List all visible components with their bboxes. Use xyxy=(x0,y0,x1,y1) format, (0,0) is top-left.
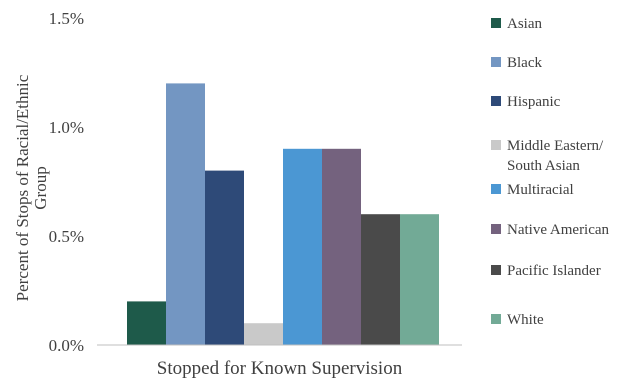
bar-hispanic xyxy=(205,170,244,345)
legend-label: Black xyxy=(507,55,542,71)
bar-middle-eastern-south-asian xyxy=(244,323,283,345)
legend-item: Multiracial xyxy=(491,182,574,198)
bar-white xyxy=(400,214,439,345)
legend-item: Middle Eastern/South Asian xyxy=(491,138,604,174)
legend-item: Native American xyxy=(491,222,610,238)
legend-swatch xyxy=(491,224,501,234)
legend-label-line: Asian xyxy=(507,16,542,32)
legend-label-line: White xyxy=(507,312,544,328)
legend-label: Pacific Islander xyxy=(507,263,601,279)
x-axis-title: Stopped for Known Supervision xyxy=(157,358,403,379)
legend-label-line: South Asian xyxy=(507,158,580,174)
y-axis-title-text: Percent of Stops of Racial/EthnicGroup xyxy=(13,74,50,301)
y-axis-title-line: Group xyxy=(31,166,50,209)
bar-black xyxy=(166,83,205,346)
legend-item: Black xyxy=(491,55,542,71)
y-axis-ticks: 0.0% 0.5% 1.0% 1.5% xyxy=(49,9,84,355)
legend-label-line: Pacific Islander xyxy=(507,263,601,279)
legend-swatch xyxy=(491,184,501,194)
legend-swatch xyxy=(491,140,501,150)
legend-swatch xyxy=(491,265,501,275)
legend-item: Hispanic xyxy=(491,94,561,110)
bar-native-american xyxy=(322,148,361,345)
legend: Asian Black Hispanic Middle Eastern/South A… xyxy=(491,16,610,328)
legend-swatch xyxy=(491,96,501,106)
legend-label: Asian xyxy=(507,16,542,32)
legend-label: Multiracial xyxy=(507,182,574,198)
y-tick-label: 0.5% xyxy=(49,227,84,246)
legend-swatch xyxy=(491,18,501,28)
legend-label: Hispanic xyxy=(507,94,561,110)
bar-asian xyxy=(127,301,166,345)
legend-item: Asian xyxy=(491,16,542,32)
bars xyxy=(127,83,439,346)
legend-swatch xyxy=(491,57,501,67)
legend-item: Pacific Islander xyxy=(491,263,601,279)
bar-multiracial xyxy=(283,148,322,345)
legend-label-line: Hispanic xyxy=(507,94,561,110)
legend-label-line: Middle Eastern/ xyxy=(507,138,604,154)
legend-label: Native American xyxy=(507,222,610,238)
legend-label: White xyxy=(507,312,544,328)
y-tick-label: 1.0% xyxy=(49,118,84,137)
y-axis-title-line: Percent of Stops of Racial/Ethnic xyxy=(13,74,32,301)
y-tick-label: 1.5% xyxy=(49,9,84,28)
legend-label-line: Native American xyxy=(507,222,610,238)
legend-label: Middle Eastern/South Asian xyxy=(507,138,604,174)
y-tick-label: 0.0% xyxy=(49,336,84,355)
bar-pacific-islander xyxy=(361,214,400,345)
y-axis-title: Percent of Stops of Racial/EthnicGroup xyxy=(13,74,50,301)
legend-label-line: Multiracial xyxy=(507,182,574,198)
legend-label-line: Black xyxy=(507,55,542,71)
legend-item: White xyxy=(491,312,544,328)
legend-swatch xyxy=(491,314,501,324)
